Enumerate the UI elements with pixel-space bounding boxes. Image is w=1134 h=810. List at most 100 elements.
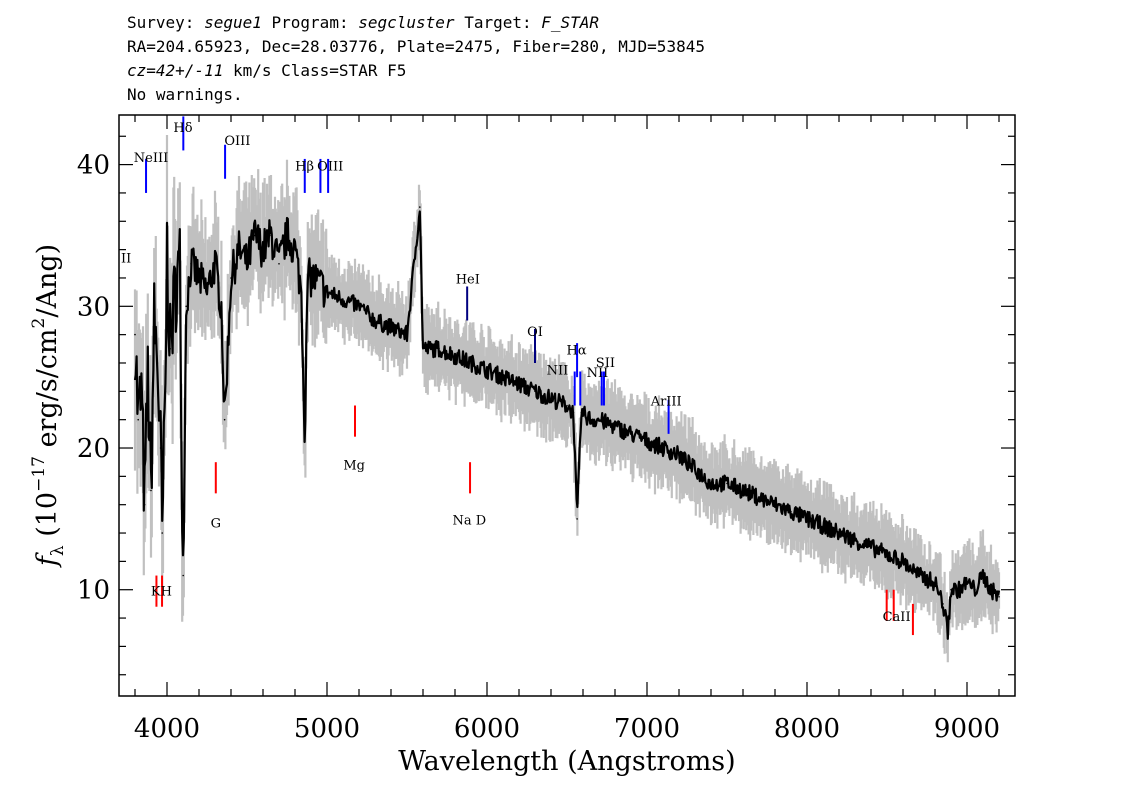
- spectral-line-label: ArIII: [650, 395, 682, 410]
- flux-point: [214, 263, 216, 265]
- header-line-warnings: No warnings.: [127, 85, 243, 104]
- y-tick-label: 10: [77, 576, 110, 606]
- spectral-line-label: OIII: [317, 159, 343, 174]
- x-tick-label: 5000: [294, 714, 360, 744]
- flux-point: [313, 277, 316, 279]
- spectral-line-label: NII: [587, 366, 609, 381]
- flux-point: [598, 418, 600, 421]
- flux-point: [902, 560, 904, 563]
- flux-point: [169, 348, 171, 350]
- flux-point: [143, 503, 146, 506]
- spectral-line-label: Hδ: [173, 121, 192, 136]
- flux-point: [300, 291, 303, 293]
- x-tick-label: 9000: [934, 714, 1000, 744]
- flux-point: [726, 482, 728, 485]
- program-label: Program:: [271, 13, 349, 32]
- flux-point: [790, 511, 792, 513]
- spectral-line-label: NeIII: [134, 151, 168, 166]
- flux-point: [486, 369, 488, 371]
- y-tick-label: 40: [77, 151, 110, 181]
- header-line-redshift: cz=42+/-11 km/s Class=STAR F5: [127, 59, 705, 83]
- x-axis-title: Wavelength (Angstroms): [398, 746, 735, 777]
- flux-point: [590, 418, 592, 421]
- flux-point: [502, 376, 504, 379]
- flux-point: [342, 298, 344, 301]
- flux-point: [806, 518, 808, 520]
- flux-point: [159, 447, 162, 449]
- flux-point: [262, 248, 264, 251]
- flux-point: [518, 383, 520, 386]
- flux-series: [133, 206, 1001, 640]
- target-label: Target:: [464, 13, 532, 32]
- flux-point: [576, 518, 578, 520]
- spectral-line-label: Mg: [343, 458, 365, 473]
- flux-point: [438, 348, 440, 350]
- spectral-line-label: G: [211, 516, 221, 531]
- flux-point: [286, 234, 288, 237]
- error-band-segments: [133, 135, 1001, 663]
- flux-point: [630, 433, 632, 435]
- spectral-line-label: CaII: [883, 610, 911, 625]
- flux-point: [190, 263, 192, 265]
- flux-point: [742, 489, 744, 492]
- header-line-coordinates: RA=204.65923, Dec=28.03776, Plate=2475, …: [127, 37, 705, 56]
- flux-point: [572, 411, 575, 414]
- flux-point: [974, 588, 976, 591]
- flux-point: [246, 263, 248, 265]
- spectral-line-label: OI: [527, 325, 543, 340]
- flux-point: [870, 546, 872, 548]
- flux-point: [156, 362, 159, 364]
- flux-point: [646, 440, 648, 442]
- flux-point: [966, 581, 968, 584]
- flux-point: [161, 532, 163, 534]
- x-tick-label: 6000: [454, 714, 520, 744]
- flux-point: [164, 390, 167, 393]
- y-tick-label: 30: [77, 292, 110, 322]
- program-value: segcluster: [358, 13, 455, 32]
- flux-point: [307, 277, 309, 279]
- spectral-line-markers: [145, 116, 914, 636]
- flux-point: [694, 468, 696, 471]
- flux-point: [550, 397, 552, 400]
- flux-point: [990, 588, 992, 591]
- header-line-survey: Survey: segue1 Program: segcluster Targe…: [127, 11, 705, 35]
- spectral-line-label: HeI: [456, 273, 480, 288]
- y-axis-title: fλ (10−17 erg/s/cm2/Ang): [29, 244, 68, 568]
- flux-point: [223, 418, 226, 421]
- spectrum-header: Survey: segue1 Program: segcluster Targe…: [127, 11, 705, 107]
- flux-point: [566, 404, 568, 407]
- flux-point: [206, 291, 208, 293]
- flux-point: [614, 426, 616, 428]
- survey-label: Survey:: [127, 13, 195, 32]
- flux-point: [710, 482, 712, 485]
- y-tick-label: 20: [77, 434, 110, 464]
- flux-point: [947, 631, 949, 633]
- flux-point: [419, 206, 421, 208]
- flux-point: [198, 277, 200, 279]
- spectral-line-label: Na D: [453, 514, 487, 529]
- flux-point: [238, 248, 240, 251]
- spectral-line-label: OIII: [224, 134, 250, 149]
- spectral-line-label: Hα: [567, 343, 587, 358]
- flux-point: [422, 348, 424, 350]
- flux-point: [294, 248, 296, 251]
- flux-point: [838, 532, 840, 534]
- flux-point: [179, 263, 181, 265]
- flux-point: [150, 489, 152, 492]
- flux-point: [454, 355, 456, 357]
- target-value: F_STAR: [541, 13, 600, 32]
- flux-point: [406, 333, 408, 336]
- flux-point: [390, 326, 392, 329]
- flux-point: [822, 525, 824, 527]
- flux-point: [326, 291, 328, 293]
- flux-point: [185, 305, 187, 308]
- axis-ticks: [119, 115, 1015, 696]
- flux-point: [134, 333, 136, 336]
- flux-point: [270, 234, 272, 237]
- flux-point: [918, 574, 920, 577]
- survey-value: segue1: [204, 13, 262, 32]
- flux-point: [230, 277, 232, 279]
- uncertainty-band: [133, 135, 1001, 663]
- spectral-line-label: Hβ: [295, 159, 314, 174]
